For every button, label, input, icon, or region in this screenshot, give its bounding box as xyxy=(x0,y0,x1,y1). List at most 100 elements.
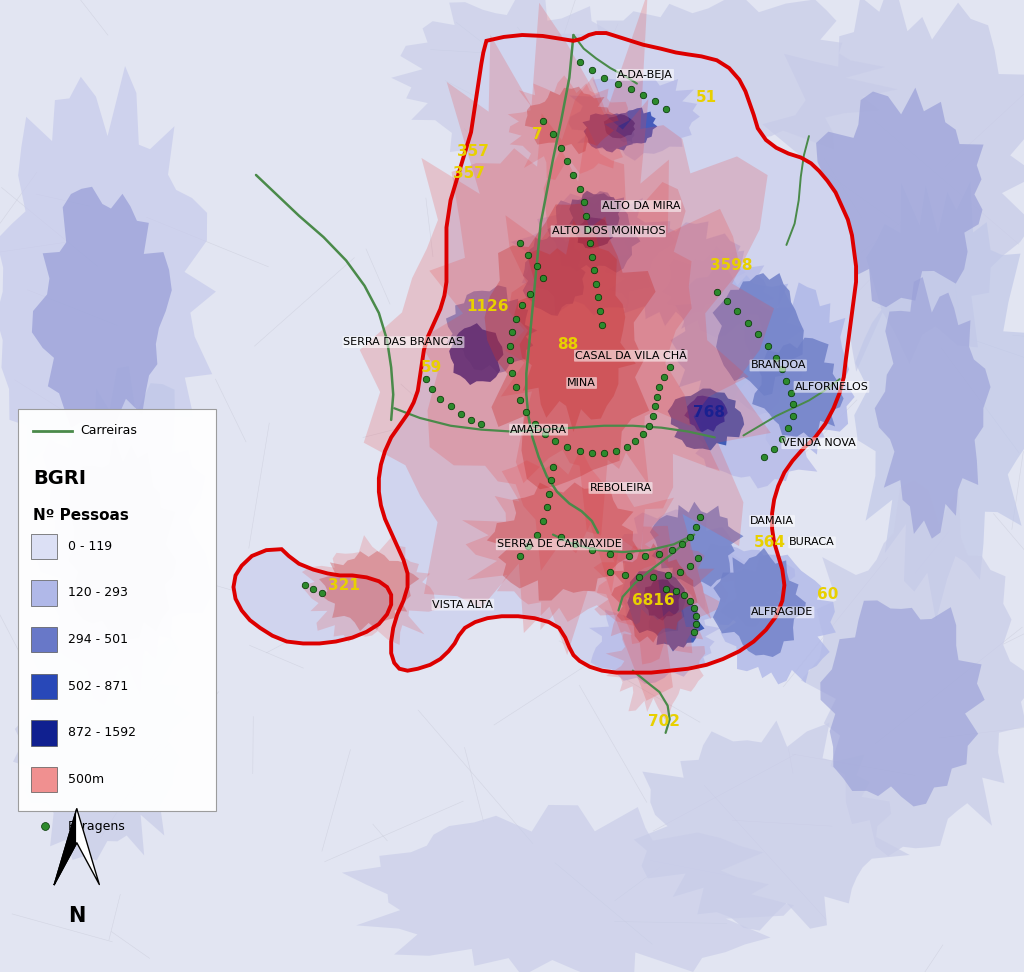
Point xyxy=(756,449,772,465)
Text: Paragens: Paragens xyxy=(68,819,125,833)
Point xyxy=(686,601,702,616)
Point xyxy=(608,443,625,459)
Point xyxy=(621,548,637,564)
Polygon shape xyxy=(611,543,697,642)
Polygon shape xyxy=(522,232,586,316)
Point xyxy=(297,577,313,593)
Point xyxy=(623,82,639,97)
Polygon shape xyxy=(604,222,746,327)
Point xyxy=(647,399,664,414)
Polygon shape xyxy=(695,380,826,489)
Point xyxy=(596,70,612,86)
Polygon shape xyxy=(744,283,855,457)
Point xyxy=(682,593,698,608)
Text: BGRI: BGRI xyxy=(33,469,86,489)
Point xyxy=(688,519,705,535)
Point xyxy=(547,434,563,449)
Text: 564: 564 xyxy=(754,535,786,550)
Point xyxy=(596,445,612,461)
Point xyxy=(571,181,588,196)
Point xyxy=(674,537,690,552)
Point xyxy=(535,513,551,529)
Polygon shape xyxy=(589,595,721,684)
Point xyxy=(690,550,707,566)
Point xyxy=(512,393,528,408)
Point xyxy=(518,404,535,420)
Point xyxy=(567,537,584,552)
Point xyxy=(418,371,434,387)
Point xyxy=(594,317,610,332)
Text: 59: 59 xyxy=(421,360,441,375)
Text: 7: 7 xyxy=(532,126,543,142)
Point xyxy=(682,529,698,544)
Point xyxy=(784,397,801,412)
Point xyxy=(692,509,709,525)
Text: ALFORNELOS: ALFORNELOS xyxy=(795,382,868,392)
Point xyxy=(559,154,575,169)
Polygon shape xyxy=(379,33,856,673)
Point xyxy=(305,581,322,597)
Point xyxy=(504,365,520,381)
Polygon shape xyxy=(462,449,674,630)
Point xyxy=(575,194,592,210)
Point xyxy=(553,529,569,544)
Text: 6816: 6816 xyxy=(632,593,675,608)
Polygon shape xyxy=(583,114,635,153)
Polygon shape xyxy=(801,480,1024,856)
Polygon shape xyxy=(511,193,678,316)
Point xyxy=(565,167,582,183)
Point xyxy=(584,249,600,264)
Point xyxy=(649,389,666,404)
Text: 3598: 3598 xyxy=(710,258,753,273)
Point xyxy=(453,406,469,422)
Text: VENDA NOVA: VENDA NOVA xyxy=(782,438,856,448)
Text: Carreiras: Carreiras xyxy=(80,424,137,437)
Polygon shape xyxy=(649,593,705,651)
Polygon shape xyxy=(854,181,1024,621)
Point xyxy=(657,101,674,117)
Polygon shape xyxy=(644,579,681,620)
Point xyxy=(514,297,530,313)
Point xyxy=(522,286,539,301)
Point xyxy=(784,408,801,424)
Point xyxy=(588,276,604,292)
Polygon shape xyxy=(569,191,622,238)
Point xyxy=(520,538,537,554)
Text: REBOLEIRA: REBOLEIRA xyxy=(590,483,651,493)
Text: MINA: MINA xyxy=(567,378,596,388)
Polygon shape xyxy=(548,191,640,273)
Point xyxy=(651,379,668,395)
Polygon shape xyxy=(650,502,743,587)
Point xyxy=(553,140,569,156)
Polygon shape xyxy=(605,509,749,619)
Text: ALFRAGIDE: ALFRAGIDE xyxy=(752,608,813,617)
Polygon shape xyxy=(604,114,635,138)
Point xyxy=(432,391,449,406)
Text: 357: 357 xyxy=(457,144,489,159)
Point xyxy=(535,113,551,128)
Point xyxy=(616,568,633,583)
Polygon shape xyxy=(713,548,806,657)
Point xyxy=(635,87,651,103)
Point xyxy=(627,434,643,449)
Point xyxy=(719,294,735,309)
Polygon shape xyxy=(446,286,538,373)
Text: 88: 88 xyxy=(557,336,578,352)
Point xyxy=(766,441,782,457)
Point xyxy=(584,445,600,461)
Text: 321: 321 xyxy=(328,577,360,593)
Point xyxy=(602,546,618,562)
Text: VISTA ALTA: VISTA ALTA xyxy=(432,600,494,609)
Point xyxy=(659,568,676,583)
Point xyxy=(584,62,600,78)
Polygon shape xyxy=(0,66,216,511)
Point xyxy=(586,262,602,278)
Polygon shape xyxy=(69,435,176,639)
Point xyxy=(508,311,524,327)
Point xyxy=(37,818,53,834)
Point xyxy=(539,500,555,515)
Polygon shape xyxy=(820,601,985,807)
Point xyxy=(641,418,657,434)
Polygon shape xyxy=(668,389,744,450)
Point xyxy=(571,54,588,70)
